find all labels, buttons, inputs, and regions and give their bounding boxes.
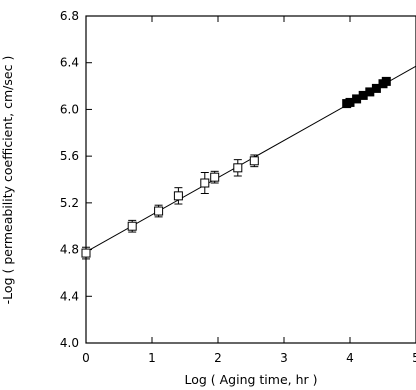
x-tick-label: 0 <box>82 351 90 365</box>
x-axis-ticks: 0 1 2 3 4 5 <box>82 16 416 365</box>
x-axis-title: Log ( Aging time, hr ) <box>184 372 317 387</box>
open-square-point <box>81 248 91 258</box>
y-tick-label: 5.6 <box>60 149 79 163</box>
open-square-point <box>127 221 137 231</box>
y-tick-label: 4.0 <box>60 336 79 350</box>
filled-square-point <box>381 76 391 86</box>
y-tick-label: 4.8 <box>60 243 79 257</box>
x-tick-label: 2 <box>214 351 222 365</box>
x-tick-label: 3 <box>280 351 288 365</box>
open-square-point <box>233 163 243 173</box>
y-tick-label: 6.0 <box>60 102 79 116</box>
y-axis-ticks: 4.0 4.4 4.8 5.2 5.6 6.0 6.4 6.8 <box>60 9 92 350</box>
open-square-point <box>200 178 210 188</box>
open-square-point <box>249 156 259 166</box>
data-marks <box>81 76 391 260</box>
y-tick-label: 6.8 <box>60 9 79 23</box>
open-square-point <box>210 172 220 182</box>
plot-frame <box>85 15 416 344</box>
y-tick-label: 6.4 <box>60 56 79 70</box>
y-tick-label: 4.4 <box>60 289 79 303</box>
x-tick-label: 1 <box>148 351 156 365</box>
x-tick-label: 4 <box>346 351 354 365</box>
y-axis-title: -Log ( permeability coefficient, cm/sec … <box>0 56 15 305</box>
x-tick-label: 5 <box>412 351 416 365</box>
open-square-point <box>154 206 164 216</box>
y-tick-label: 5.2 <box>60 196 79 210</box>
open-square-point <box>173 191 183 201</box>
filled-square-point <box>371 83 381 93</box>
